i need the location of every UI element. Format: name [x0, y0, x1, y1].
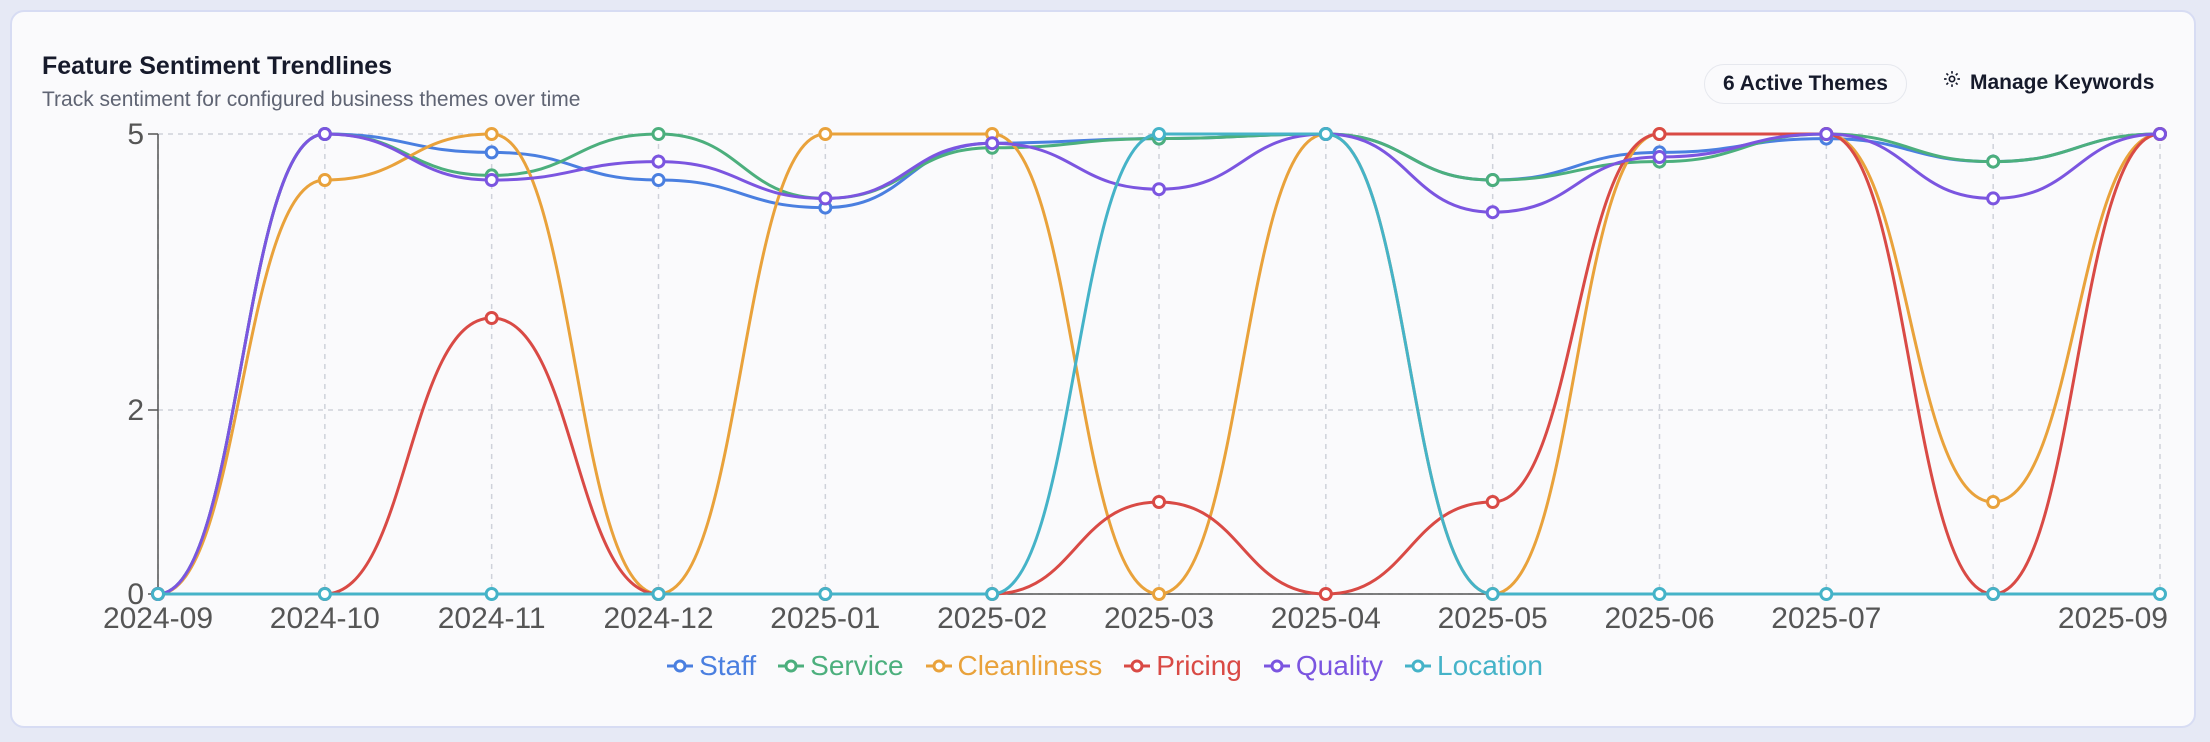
data-point-cleanliness	[1986, 495, 2001, 509]
x-tick-label: 2024-10	[270, 602, 380, 635]
data-point-service	[651, 127, 666, 141]
data-point-location	[651, 587, 666, 601]
series-line-staff	[157, 132, 2161, 596]
x-tick-label: 2025-04	[1271, 602, 1381, 635]
data-point-pricing	[1485, 495, 1500, 509]
legend-item-staff[interactable]: Staff	[667, 650, 756, 682]
legend-label: Service	[810, 650, 904, 681]
x-tick-label: 2025-09	[2058, 602, 2168, 635]
data-point-quality	[651, 154, 666, 169]
chart-title: Feature Sentiment Trendlines	[42, 52, 393, 80]
legend-swatch	[1263, 659, 1290, 673]
x-tick-label: 2024-11	[438, 602, 546, 635]
data-point-location	[317, 587, 332, 601]
data-point-location	[1819, 587, 1834, 601]
data-point-quality	[985, 136, 1000, 151]
series-line-cleanliness	[157, 132, 2161, 596]
legend-item-cleanliness[interactable]: Cleanliness	[925, 650, 1103, 682]
y-tick-label: 5	[127, 118, 144, 151]
data-point-service	[1485, 173, 1500, 187]
data-point-quality	[818, 191, 833, 206]
data-point-location	[1986, 587, 2001, 601]
legend-swatch	[778, 659, 805, 673]
legend-swatch	[1124, 659, 1151, 673]
data-point-location	[484, 587, 499, 601]
x-tick-label: 2024-12	[603, 602, 713, 635]
data-point-quality	[1652, 150, 1667, 164]
data-point-pricing	[484, 311, 499, 325]
y-tick-label: 2	[127, 394, 144, 427]
gear-icon	[1942, 64, 1962, 102]
data-point-location	[818, 587, 833, 601]
data-point-quality	[1986, 191, 2001, 206]
chart-legend: Staff Service Cleanliness Pricing Quality Loc…	[0, 650, 2210, 682]
legend-label: Location	[1437, 650, 1543, 681]
data-point-location	[1152, 127, 1166, 141]
x-tick-label: 2025-03	[1104, 602, 1214, 635]
data-point-pricing	[1318, 587, 1333, 601]
y-tick-label: 0	[127, 578, 144, 611]
x-tick-label: 2025-07	[1771, 602, 1881, 635]
data-point-location	[151, 587, 165, 601]
active-themes-badge[interactable]: 6 Active Themes	[1704, 64, 1907, 104]
data-point-staff	[651, 173, 666, 187]
data-point-cleanliness	[484, 127, 499, 141]
data-point-quality	[484, 173, 499, 187]
legend-item-quality[interactable]: Quality	[1263, 650, 1384, 682]
series-line-pricing	[158, 132, 2161, 596]
x-tick-label: 2025-02	[937, 602, 1047, 635]
data-point-staff	[484, 145, 499, 160]
legend-label: Cleanliness	[957, 650, 1103, 681]
data-point-quality	[1485, 205, 1500, 220]
data-point-cleanliness	[317, 173, 332, 187]
x-tick-label: 2025-05	[1438, 602, 1548, 635]
legend-swatch	[667, 659, 694, 673]
legend-item-pricing[interactable]: Pricing	[1124, 650, 1242, 682]
data-point-location	[1485, 587, 1500, 601]
data-point-location	[985, 587, 1000, 601]
data-point-quality	[1819, 127, 1834, 141]
data-point-quality	[2153, 127, 2167, 141]
x-tick-label: 2025-01	[770, 602, 880, 635]
legend-label: Staff	[699, 650, 757, 681]
manage-keywords-button[interactable]: Manage Keywords	[1942, 64, 2154, 102]
x-tick-label: 2024-09	[103, 602, 213, 635]
chart-subtitle: Track sentiment for configured business …	[42, 88, 581, 111]
data-point-cleanliness	[1152, 587, 1166, 601]
data-point-pricing	[1652, 127, 1667, 141]
x-tick-label: 2025-06	[1604, 602, 1714, 635]
legend-item-service[interactable]: Service	[778, 650, 904, 682]
data-point-quality	[317, 127, 332, 141]
data-point-location	[1652, 587, 1667, 601]
legend-item-location[interactable]: Location	[1405, 650, 1543, 682]
data-point-location	[2153, 587, 2167, 601]
legend-label: Pricing	[1156, 650, 1242, 681]
data-point-service	[1986, 154, 2001, 169]
manage-keywords-label: Manage Keywords	[1970, 71, 2155, 94]
data-point-cleanliness	[818, 127, 833, 141]
legend-swatch	[1405, 659, 1432, 673]
data-point-quality	[1152, 182, 1166, 197]
legend-label: Quality	[1295, 650, 1384, 681]
legend-swatch	[925, 659, 952, 673]
data-point-pricing	[1152, 495, 1166, 509]
data-point-location	[1318, 127, 1333, 141]
